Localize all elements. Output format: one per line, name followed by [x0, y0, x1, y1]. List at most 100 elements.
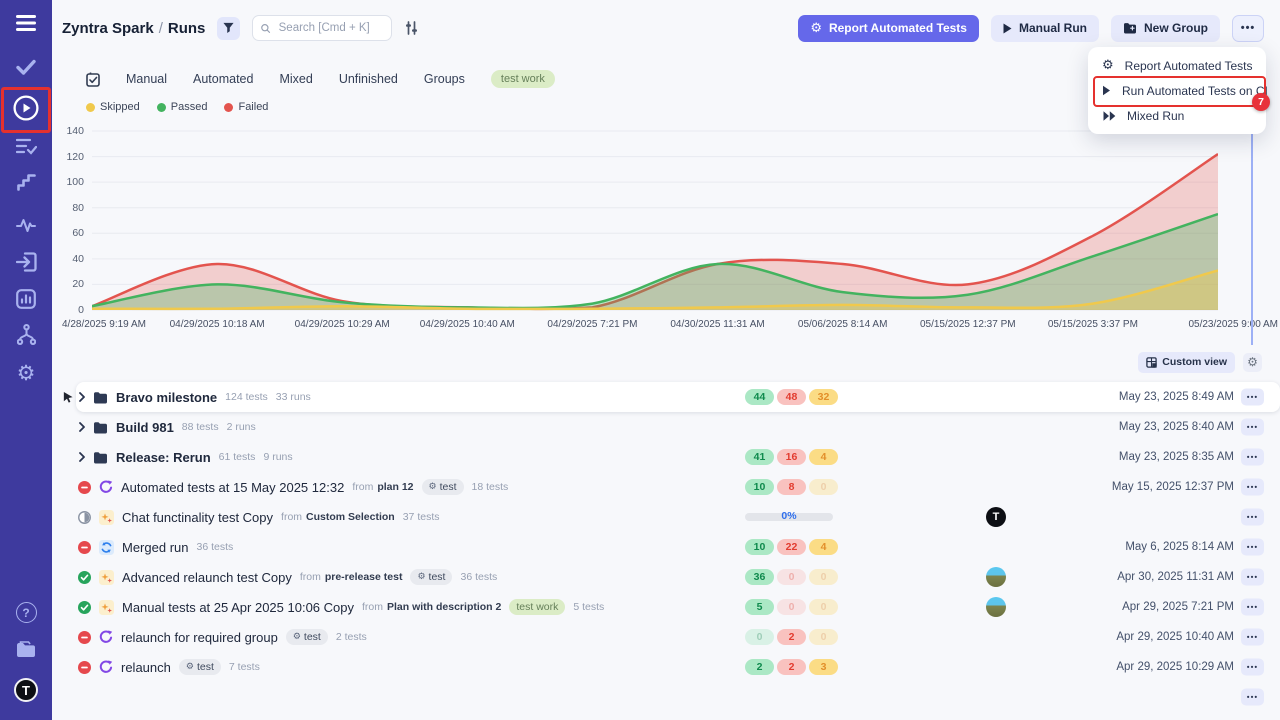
- run-row[interactable]: Automated tests at 15 May 2025 12:32 from…: [52, 472, 1280, 502]
- runs-count: 2 runs: [226, 421, 256, 433]
- row-more-button[interactable]: •••: [1241, 658, 1264, 676]
- tab-automated[interactable]: Automated: [193, 72, 254, 86]
- run-row[interactable]: Chat functinality test Copy from Custom Se…: [52, 502, 1280, 532]
- group-row[interactable]: Bravo milestone 124 tests 33 runs 44 48 32 May…: [52, 382, 1280, 412]
- row-more-button[interactable]: •••: [1241, 568, 1264, 586]
- bot-icon: ⚙: [810, 20, 822, 36]
- new-group-button[interactable]: New Group: [1110, 14, 1220, 42]
- tag-chip[interactable]: ⚙ test: [178, 659, 221, 675]
- y-tick-label: 120: [66, 150, 84, 163]
- row-more-button[interactable]: •••: [1241, 448, 1264, 466]
- group-title[interactable]: Build 981: [116, 419, 174, 435]
- tag-chip[interactable]: ⚙ test: [421, 479, 464, 495]
- tab-unfinished[interactable]: Unfinished: [338, 72, 398, 86]
- from-plan-name[interactable]: plan 12: [377, 481, 414, 493]
- custom-view-button[interactable]: Custom view: [1138, 351, 1235, 373]
- play-icon: [1102, 85, 1111, 96]
- tag-chip[interactable]: ⚙ test: [285, 629, 328, 645]
- tab-groups[interactable]: Groups: [423, 72, 465, 86]
- runs-icon[interactable]: [0, 95, 52, 121]
- row-more-button[interactable]: •••: [1241, 538, 1264, 556]
- run-row[interactable]: relaunch ⚙ test 7 tests 2 2 3 Apr 29, 2025 10:2…: [52, 652, 1280, 682]
- menu-item-run-automated-tests-on-ci[interactable]: Run Automated Tests on CI: [1088, 78, 1268, 103]
- run-row[interactable]: Advanced relaunch test Copy from pre-relea…: [52, 562, 1280, 592]
- badge-skipped: 0: [809, 599, 838, 615]
- row-more-button[interactable]: •••: [1241, 628, 1264, 646]
- run-title[interactable]: Advanced relaunch test Copy: [122, 569, 292, 585]
- plans-icon[interactable]: [0, 138, 52, 155]
- run-title[interactable]: Chat functinality test Copy: [122, 509, 274, 525]
- manual-run-button[interactable]: Manual Run: [990, 14, 1099, 42]
- row-more-button[interactable]: •••: [1241, 688, 1264, 706]
- search-box[interactable]: [252, 15, 393, 41]
- legend-dot: [156, 102, 166, 112]
- breadcrumb: Zyntra Spark / Runs: [62, 19, 206, 37]
- expand-chevron-icon[interactable]: [78, 452, 86, 462]
- breadcrumb-project[interactable]: Zyntra Spark: [62, 19, 154, 37]
- badge-passed: 5: [745, 599, 774, 615]
- run-title[interactable]: Automated tests at 15 May 2025 12:32: [121, 479, 345, 495]
- filter-button[interactable]: [217, 16, 241, 40]
- tests-count: 61 tests: [218, 451, 256, 463]
- view-settings-gear[interactable]: ⚙: [1243, 352, 1262, 372]
- analytics-icon[interactable]: [0, 289, 52, 309]
- branch-icon[interactable]: [0, 324, 52, 345]
- group-row[interactable]: Release: Rerun 61 tests 9 runs 41 16 4 May 23,…: [52, 442, 1280, 472]
- run-title[interactable]: relaunch for required group: [121, 629, 278, 645]
- runs-trend-chart: [92, 130, 1218, 311]
- more-actions-button[interactable]: •••: [1232, 14, 1264, 42]
- group-title[interactable]: Release: Rerun: [116, 449, 211, 465]
- tab-manual[interactable]: Manual: [126, 72, 167, 86]
- projects-icon[interactable]: [0, 641, 52, 658]
- run-title[interactable]: relaunch: [121, 659, 171, 675]
- expand-chevron-icon[interactable]: [78, 422, 86, 432]
- row-more-button[interactable]: •••: [1241, 418, 1264, 436]
- pulse-icon[interactable]: [0, 217, 52, 233]
- search-icon: [261, 23, 271, 33]
- group-row[interactable]: Build 981 88 tests 2 runs May 23, 2025 8:40…: [52, 412, 1280, 442]
- expand-chevron-icon[interactable]: [78, 392, 86, 402]
- search-input[interactable]: [276, 21, 384, 35]
- tag-chip[interactable]: test work: [509, 599, 566, 615]
- runs-tabbar: Manual Automated Mixed Unfinished Groups tes…: [86, 68, 555, 90]
- run-title[interactable]: Manual tests at 25 Apr 2025 10:06 Copy: [122, 599, 354, 615]
- tabs: Manual Automated Mixed Unfinished Groups: [126, 72, 465, 86]
- report-automated-tests-button[interactable]: ⚙ Report Automated Tests: [798, 14, 979, 42]
- row-more-button[interactable]: •••: [1241, 478, 1264, 496]
- x-tick-label: 04/30/2025 11:31 AM: [670, 319, 765, 330]
- tag-chip[interactable]: ⚙ test: [410, 569, 453, 585]
- run-row[interactable]: Manual tests at 25 Apr 2025 10:06 Copy fr…: [52, 592, 1280, 622]
- menu-item-report-automated-tests[interactable]: ⚙ Report Automated Tests: [1102, 58, 1253, 73]
- run-date: Apr 29, 2025 7:21 PM: [1122, 601, 1234, 613]
- row-more-button[interactable]: •••: [1241, 388, 1264, 406]
- result-badges: 36 0 0: [745, 569, 838, 585]
- badge-failed: 2: [777, 629, 806, 645]
- run-title[interactable]: Merged run: [122, 539, 189, 555]
- milestones-icon[interactable]: [0, 173, 52, 191]
- view-toolbar: Custom view ⚙: [1138, 351, 1280, 373]
- settings-icon[interactable]: ⚙: [16, 361, 36, 385]
- run-row[interactable]: relaunch for required group ⚙ test 2 tests 0…: [52, 622, 1280, 652]
- from-plan-name[interactable]: Plan with description 2: [387, 601, 502, 613]
- run-row[interactable]: Merged run 36 tests 10 22 4 May 6, 2025 8:14 …: [52, 532, 1280, 562]
- from-plan-name[interactable]: pre-release test: [324, 571, 403, 583]
- checklist-icon[interactable]: [86, 72, 100, 87]
- legend-item-passed[interactable]: Passed: [156, 101, 207, 113]
- user-avatar[interactable]: T: [0, 678, 52, 702]
- import-icon[interactable]: [0, 252, 52, 272]
- filter-tag-chip[interactable]: test work: [490, 70, 555, 88]
- actions-dropdown-menu: ⚙ Report Automated Tests Run Automated T…: [1088, 47, 1268, 134]
- tab-mixed[interactable]: Mixed: [279, 72, 313, 86]
- menu-icon[interactable]: [0, 15, 52, 31]
- menu-item-mixed-run[interactable]: Mixed Run: [1088, 103, 1266, 128]
- group-title[interactable]: Bravo milestone: [116, 389, 218, 405]
- tests-icon[interactable]: [0, 59, 52, 75]
- legend-item-failed[interactable]: Failed: [224, 101, 268, 113]
- sliders-icon[interactable]: [404, 21, 419, 35]
- row-more-button[interactable]: •••: [1241, 598, 1264, 616]
- help-icon[interactable]: ?: [0, 602, 52, 623]
- row-more-button[interactable]: •••: [1241, 508, 1264, 526]
- legend-item-skipped[interactable]: Skipped: [86, 101, 140, 113]
- from-plan-name[interactable]: Custom Selection: [306, 511, 395, 523]
